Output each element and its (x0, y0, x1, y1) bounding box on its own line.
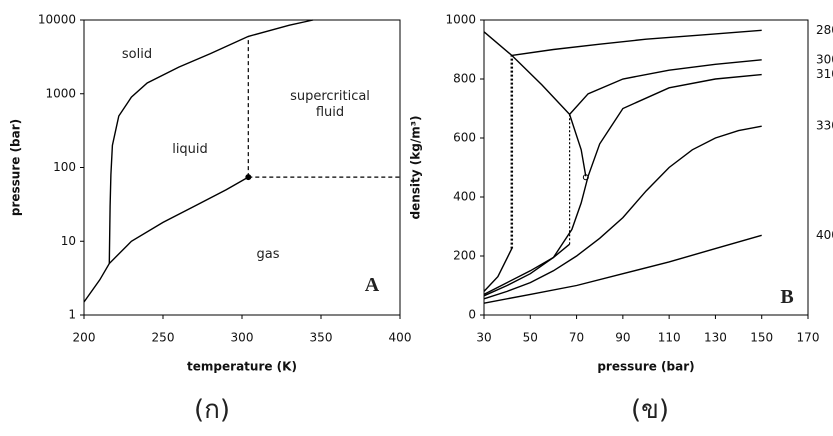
plot-frame (484, 20, 808, 315)
series-label: 280 K (816, 23, 833, 37)
y-tick-label: 100 (53, 160, 76, 174)
series-line (484, 60, 762, 295)
x-tick-label: 130 (704, 331, 727, 345)
plot-frame (84, 20, 400, 315)
series-label: 310 K (816, 67, 833, 81)
x-tick-label: 400 (389, 331, 412, 345)
series-line (484, 235, 762, 303)
annotation: gas (257, 247, 280, 263)
series-label: 300 K (816, 52, 833, 66)
x-tick-label: 250 (152, 331, 175, 345)
y-tick-label: 200 (453, 249, 476, 263)
y-tick-label: 800 (453, 72, 476, 86)
annotation: B (780, 289, 793, 305)
y-tick-label: 0 (468, 308, 476, 322)
y-tick-label: 600 (453, 131, 476, 145)
x-tick-label: 30 (476, 331, 491, 345)
annotation: supercritical fluid (280, 89, 380, 121)
series-line (484, 32, 586, 177)
x-axis-label: temperature (K) (187, 360, 297, 374)
x-tick-label: 110 (658, 331, 681, 345)
x-tick-label: 150 (750, 331, 773, 345)
y-axis-label: pressure (bar) (9, 119, 23, 216)
charts: 200250300350400110100100010000temperatur… (0, 0, 833, 436)
x-tick-label: 350 (310, 331, 333, 345)
annotation: A (365, 277, 379, 293)
x-tick-label: 90 (615, 331, 630, 345)
series-line (84, 177, 248, 302)
x-tick-label: 200 (73, 331, 96, 345)
x-tick-label: 300 (231, 331, 254, 345)
y-tick-label: 10 (61, 234, 76, 248)
series-label: 330 K (816, 119, 833, 133)
annotation: liquid (172, 142, 208, 158)
page: 200250300350400110100100010000temperatur… (0, 0, 833, 436)
x-tick-label: 170 (797, 331, 820, 345)
critical-point (246, 175, 251, 180)
series-label: 400 K (816, 228, 833, 242)
y-tick-label: 1000 (45, 86, 76, 100)
y-tick-label: 1 (68, 308, 76, 322)
caption: (ก) (194, 402, 230, 418)
y-tick-label: 400 (453, 190, 476, 204)
y-tick-label: 1000 (445, 13, 476, 27)
y-tick-label: 10000 (38, 13, 76, 27)
x-axis-label: pressure (bar) (597, 360, 694, 374)
y-axis-label: density (kg/m³) (409, 116, 423, 220)
annotation: solid (122, 47, 152, 63)
x-tick-label: 50 (523, 331, 538, 345)
caption: (ข) (631, 402, 669, 418)
x-tick-label: 70 (569, 331, 584, 345)
series-line (484, 75, 762, 296)
